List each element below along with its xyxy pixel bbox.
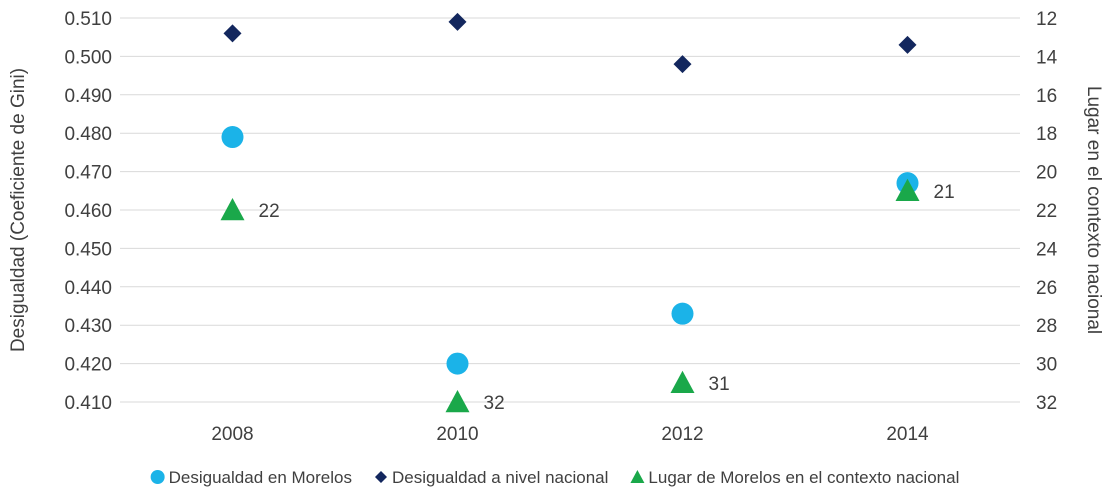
point-nacional: [673, 55, 692, 74]
y-tick-right: 12: [1036, 9, 1057, 30]
legend-label: Desigualdad en Morelos: [169, 468, 352, 487]
x-tick: 2014: [886, 424, 929, 445]
data-label: 21: [934, 182, 955, 203]
y-tick-right: 30: [1036, 355, 1057, 376]
point-lugar: [220, 198, 245, 221]
point-nacional: [898, 35, 917, 54]
point-morelos: [671, 302, 694, 325]
data-labels: 22 32 31 21: [259, 182, 955, 414]
point-nacional: [223, 24, 242, 43]
y-tick-left: 0.470: [64, 163, 112, 184]
data-label: 22: [259, 201, 280, 222]
point-morelos: [221, 126, 244, 149]
point-lugar: [445, 390, 470, 413]
y-tick-left: 0.480: [64, 124, 112, 145]
y-tick-right: 32: [1036, 393, 1057, 414]
x-axis-ticks: 2008 2010 2012 2014: [211, 424, 929, 445]
legend-diamond-icon: [374, 471, 387, 483]
y-tick-left: 0.490: [64, 86, 112, 107]
y-tick-right: 22: [1036, 201, 1057, 222]
y-tick-left: 0.420: [64, 355, 112, 376]
y-tick-left: 0.410: [64, 393, 112, 414]
y-tick-left: 0.510: [64, 9, 112, 30]
data-label: 32: [484, 393, 505, 414]
y-tick-right: 16: [1036, 86, 1057, 107]
gridlines: [120, 17, 1020, 403]
x-tick: 2010: [436, 424, 478, 445]
point-lugar: [895, 178, 920, 201]
y-axis-left-title: Desigualdad (Coeficiente de Gini): [8, 68, 29, 352]
y-tick-right: 24: [1036, 239, 1058, 260]
y-tick-right: 14: [1036, 47, 1058, 68]
y-tick-left: 0.460: [64, 201, 112, 222]
point-morelos: [446, 352, 469, 375]
y-tick-right: 28: [1036, 316, 1057, 337]
legend-label: Desigualdad a nivel nacional: [392, 468, 608, 487]
legend-circle-icon: [150, 470, 165, 484]
y-axis-right-ticks: 12 14 16 18 20 22 24 26 28 30 32: [1036, 9, 1058, 414]
y-tick-left: 0.430: [64, 316, 112, 337]
data-label: 31: [709, 374, 730, 395]
y-tick-right: 20: [1036, 163, 1057, 184]
legend: Desigualdad en Morelos Desigualdad a nive…: [150, 468, 959, 487]
x-tick: 2012: [661, 424, 703, 445]
y-tick-left: 0.450: [64, 239, 112, 260]
x-tick: 2008: [211, 424, 253, 445]
y-tick-left: 0.440: [64, 278, 112, 299]
y-axis-right-title: Lugar en el contexto nacional: [1083, 86, 1104, 334]
legend-triangle-icon: [630, 470, 645, 483]
legend-label: Lugar de Morelos en el contexto nacional: [648, 468, 959, 487]
y-tick-left: 0.500: [64, 47, 112, 68]
point-nacional: [448, 12, 467, 31]
data-marks: [220, 12, 920, 413]
y-tick-right: 18: [1036, 124, 1057, 145]
y-axis-left-ticks: 0.510 0.500 0.490 0.480 0.470 0.460 0.450 0.440…: [64, 9, 112, 414]
point-lugar: [670, 370, 695, 393]
y-tick-right: 26: [1036, 278, 1057, 299]
